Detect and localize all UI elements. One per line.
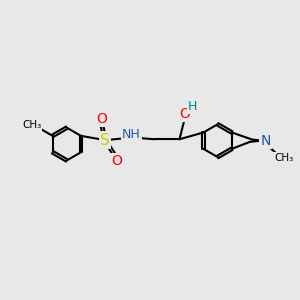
Text: O: O <box>111 154 122 168</box>
Text: N: N <box>260 134 271 148</box>
Text: CH₃: CH₃ <box>274 153 294 163</box>
Text: NH: NH <box>122 128 141 141</box>
Text: O: O <box>179 106 190 121</box>
Text: H: H <box>188 100 198 113</box>
Text: O: O <box>96 112 107 126</box>
Text: CH₃: CH₃ <box>22 120 41 130</box>
Text: S: S <box>100 133 110 148</box>
